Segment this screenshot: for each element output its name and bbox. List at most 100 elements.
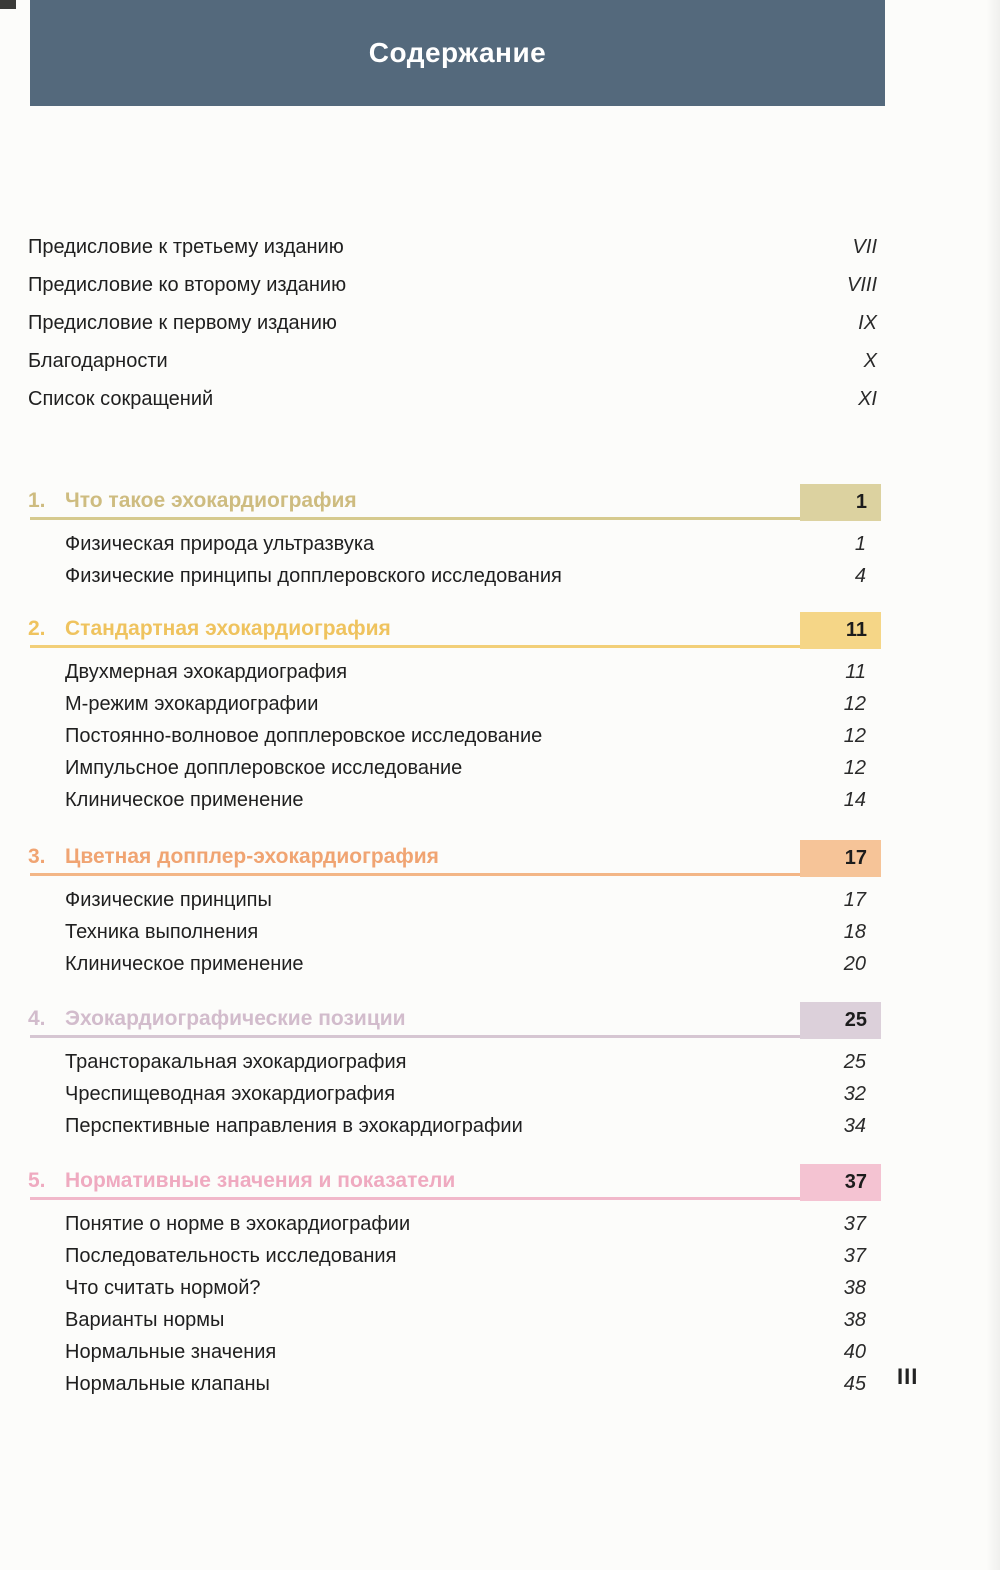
front-matter-page-number: XI (858, 387, 877, 410)
section-page-number: 14 (843, 788, 866, 811)
section-page-number: 12 (843, 692, 866, 715)
section-item: Нормальные значения 40 (28, 1336, 881, 1368)
section-item: Клиническое применение 20 (28, 948, 881, 980)
section-label: Нормальные значения (65, 1340, 277, 1363)
chapter-rule (30, 645, 800, 648)
chapter-page-box: 11 (800, 612, 881, 649)
section-page-number: 17 (843, 888, 866, 911)
chapter-5: 5. Нормативные значения и показатели 37 Пон… (28, 1164, 881, 1400)
chapter-sections: Двухмерная эхокардиография 11 М-режим эхок… (28, 656, 881, 816)
chapter-3: 3. Цветная допплер-эхокардиография 17 Физич… (28, 840, 881, 980)
section-item: Последовательность исследования 37 (28, 1240, 881, 1272)
section-item: Чреспищеводная эхокардиография 32 (28, 1078, 881, 1110)
chapter-heading: 3. Цветная допплер-эхокардиография 17 (28, 840, 881, 878)
section-label: Что считать нормой? (65, 1276, 261, 1299)
section-item: М-режим эхокардиографии 12 (28, 688, 881, 720)
chapter-4: 4. Эхокардиографические позиции 25 Транстор… (28, 1002, 881, 1142)
page-title: Содержание (368, 37, 547, 68)
section-page-number: 37 (843, 1212, 866, 1235)
section-item: Техника выполнения 18 (28, 916, 881, 948)
chapter-sections: Физическая природа ультразвука 1 Физически… (28, 528, 881, 592)
section-label: Техника выполнения (65, 920, 259, 943)
chapter-heading: 4. Эхокардиографические позиции 25 (28, 1002, 881, 1040)
section-label: Физические принципы допплеровского иссле… (65, 564, 562, 587)
section-label: Нормальные клапаны (65, 1372, 270, 1395)
section-page-number: 38 (843, 1276, 866, 1299)
front-matter-item: Предисловие к первому изданию IX (28, 304, 881, 342)
section-page-number: 34 (843, 1114, 866, 1137)
chapter-rule (30, 1035, 800, 1038)
chapter-sections: Понятие о норме в эхокардиографии 37 После… (28, 1208, 881, 1400)
chapter-number: 1. (28, 489, 46, 512)
chapter-number: 5. (28, 1169, 46, 1192)
scan-corner-artifact (0, 0, 16, 9)
section-label: Физические принципы (65, 888, 272, 911)
section-page-number: 37 (843, 1244, 866, 1267)
chapter-heading: 5. Нормативные значения и показатели 37 (28, 1164, 881, 1202)
section-page-number: 1 (854, 532, 866, 555)
section-item: Двухмерная эхокардиография 11 (28, 656, 881, 688)
section-item: Перспективные направления в эхокардиогра… (28, 1110, 881, 1142)
chapter-number: 3. (28, 845, 46, 868)
chapter-title: Нормативные значения и показатели (65, 1169, 456, 1192)
section-label: Клиническое применение (65, 952, 304, 975)
front-matter-label: Список сокращений (28, 387, 214, 410)
section-label: Постоянно-волновое допплеровское исследо… (65, 724, 543, 747)
chapter-title: Что такое эхокардиография (65, 489, 357, 512)
section-label: Физическая природа ультразвука (65, 532, 375, 555)
front-matter-page-number: VII (852, 235, 877, 258)
section-item: Физические принципы 17 (28, 884, 881, 916)
front-matter-item: Предисловие ко второму изданию VIII (28, 266, 881, 304)
front-matter-item: Список сокращений XI (28, 380, 881, 418)
front-matter-page-number: IX (858, 311, 877, 334)
chapter-page-box: 37 (800, 1164, 881, 1201)
front-matter-label: Предисловие ко второму изданию (28, 273, 347, 296)
front-matter-label: Предисловие к первому изданию (28, 311, 337, 334)
front-matter-label: Предисловие к третьему изданию (28, 235, 344, 258)
section-page-number: 11 (845, 660, 866, 683)
chapter-1: 1. Что такое эхокардиография 1 Физическая п… (28, 484, 881, 592)
section-label: Импульсное допплеровское исследование (65, 756, 463, 779)
section-page-number: 40 (843, 1340, 866, 1363)
chapter-title: Эхокардиографические позиции (65, 1007, 406, 1030)
chapter-number: 4. (28, 1007, 46, 1030)
chapter-page-box: 1 (800, 484, 881, 521)
section-page-number: 25 (843, 1050, 866, 1073)
chapter-list: 1. Что такое эхокардиография 1 Физическая п… (28, 484, 881, 1400)
section-item: Варианты нормы 38 (28, 1304, 881, 1336)
section-page-number: 4 (854, 564, 866, 587)
chapter-rule (30, 1197, 800, 1200)
front-matter-label: Благодарности (28, 349, 168, 372)
section-label: Последовательность исследования (65, 1244, 397, 1267)
section-item: Что считать нормой? 38 (28, 1272, 881, 1304)
chapter-title: Цветная допплер-эхокардиография (65, 845, 439, 868)
chapter-number: 2. (28, 617, 46, 640)
section-item: Трансторакальная эхокардиография 25 (28, 1046, 881, 1078)
chapter-sections: Физические принципы 17 Техника выполнения 1… (28, 884, 881, 980)
section-page-number: 18 (843, 920, 866, 943)
chapter-2: 2. Стандартная эхокардиография 11 Двухмерна… (28, 612, 881, 816)
section-item: Импульсное допплеровское исследование 12 (28, 752, 881, 784)
section-label: Чреспищеводная эхокардиография (65, 1082, 396, 1105)
section-page-number: 12 (843, 724, 866, 747)
front-matter-item: Благодарности X (28, 342, 881, 380)
scan-page-edge (986, 0, 1000, 1570)
section-page-number: 32 (843, 1082, 866, 1105)
toc-content: Предисловие к третьему изданию VII Предисл… (28, 228, 881, 1400)
section-label: Клиническое применение (65, 788, 304, 811)
section-label: Варианты нормы (65, 1308, 225, 1331)
section-page-number: 12 (843, 756, 866, 779)
section-page-number: 38 (843, 1308, 866, 1331)
section-item: Нормальные клапаны 45 (28, 1368, 881, 1400)
section-page-number: 45 (843, 1372, 866, 1395)
front-matter-item: Предисловие к третьему изданию VII (28, 228, 881, 266)
section-label: Понятие о норме в эхокардиографии (65, 1212, 411, 1235)
chapter-rule (30, 873, 800, 876)
chapter-heading: 1. Что такое эхокардиография 1 (28, 484, 881, 522)
front-matter-list: Предисловие к третьему изданию VII Предисл… (28, 228, 881, 418)
section-label: Трансторакальная эхокардиография (65, 1050, 407, 1073)
page-header-band: Содержание (30, 0, 885, 106)
chapter-page-box: 17 (800, 840, 881, 877)
front-matter-page-number: VIII (846, 273, 877, 296)
